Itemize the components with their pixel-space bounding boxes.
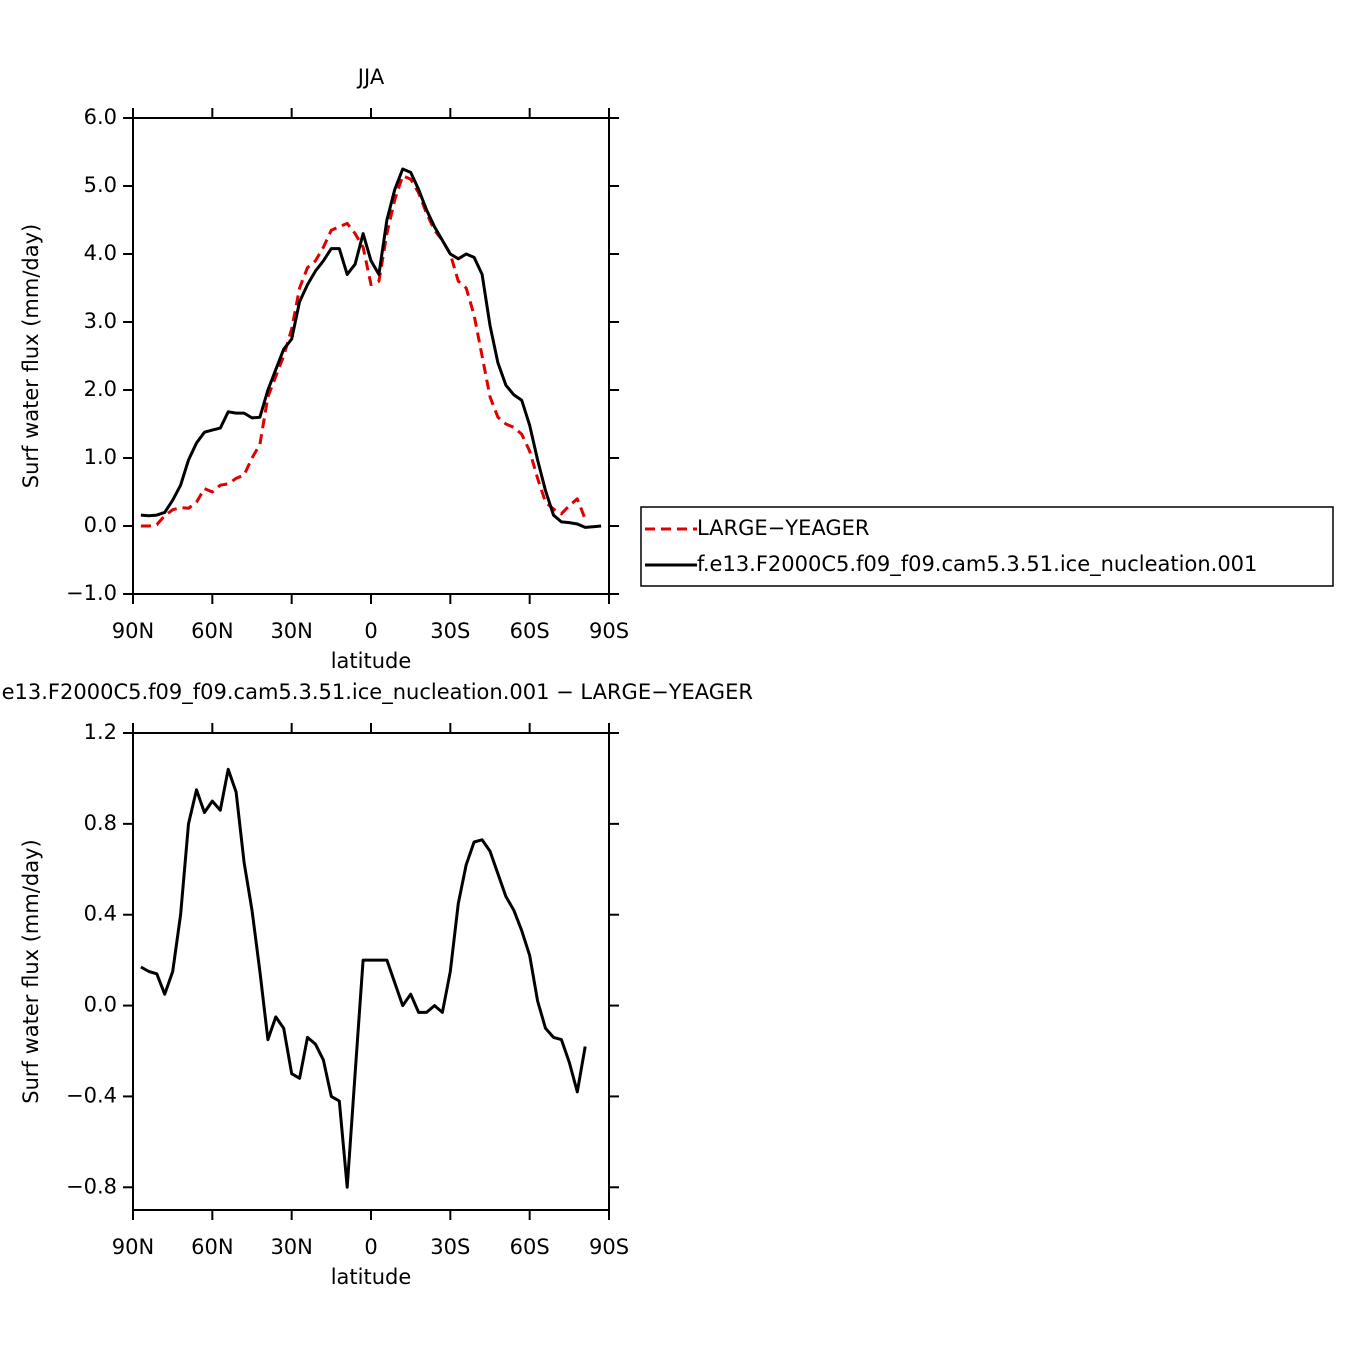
x-tick-label: 60N [191, 619, 233, 643]
y-tick-label: −1.0 [66, 581, 117, 605]
y-tick-label: 0.8 [84, 811, 117, 835]
y-tick-label: 2.0 [84, 377, 117, 401]
chart-title: f.e13.F2000C5.f09_f09.cam5.3.51.ice_nucl… [0, 680, 753, 705]
y-tick-label: 1.0 [84, 445, 117, 469]
x-tick-label: 90N [112, 619, 154, 643]
plot-frame [132, 117, 610, 595]
data-line [140, 767, 587, 1189]
x-axis-label: latitude [331, 649, 412, 673]
x-axis-label: latitude [331, 1265, 412, 1289]
data-line [140, 174, 587, 528]
legend-label: f.e13.F2000C5.f09_f09.cam5.3.51.ice_nucl… [697, 552, 1257, 577]
y-tick-label: −0.4 [66, 1083, 117, 1107]
x-tick-label: 30N [270, 619, 312, 643]
y-tick-label: 6.0 [84, 105, 117, 129]
y-tick-label: 4.0 [84, 241, 117, 265]
x-tick-label: 30S [430, 619, 470, 643]
x-tick-label: 90S [589, 1235, 629, 1259]
y-tick-label: 0.4 [84, 902, 117, 926]
x-tick-label: 0 [364, 1235, 377, 1259]
legend-label: LARGE−YEAGER [697, 516, 870, 540]
x-tick-label: 60S [510, 1235, 550, 1259]
y-tick-label: 0.0 [84, 513, 117, 537]
data-line [140, 167, 602, 529]
x-tick-label: 60S [510, 619, 550, 643]
x-tick-label: 60N [191, 1235, 233, 1259]
y-tick-label: 5.0 [84, 173, 117, 197]
x-tick-label: 90N [112, 1235, 154, 1259]
y-tick-label: 1.2 [84, 720, 117, 744]
y-axis-label: Surf water flux (mm/day) [19, 224, 43, 489]
y-tick-label: −0.8 [66, 1174, 117, 1198]
legend-box [640, 506, 1334, 587]
plot-frame [132, 732, 610, 1211]
x-tick-label: 30N [270, 1235, 312, 1259]
y-axis-label: Surf water flux (mm/day) [19, 839, 43, 1104]
x-tick-label: 0 [364, 619, 377, 643]
y-tick-label: 3.0 [84, 309, 117, 333]
chart-title: JJA [356, 65, 385, 89]
x-tick-label: 30S [430, 1235, 470, 1259]
y-tick-label: 0.0 [84, 993, 117, 1017]
x-tick-label: 90S [589, 619, 629, 643]
